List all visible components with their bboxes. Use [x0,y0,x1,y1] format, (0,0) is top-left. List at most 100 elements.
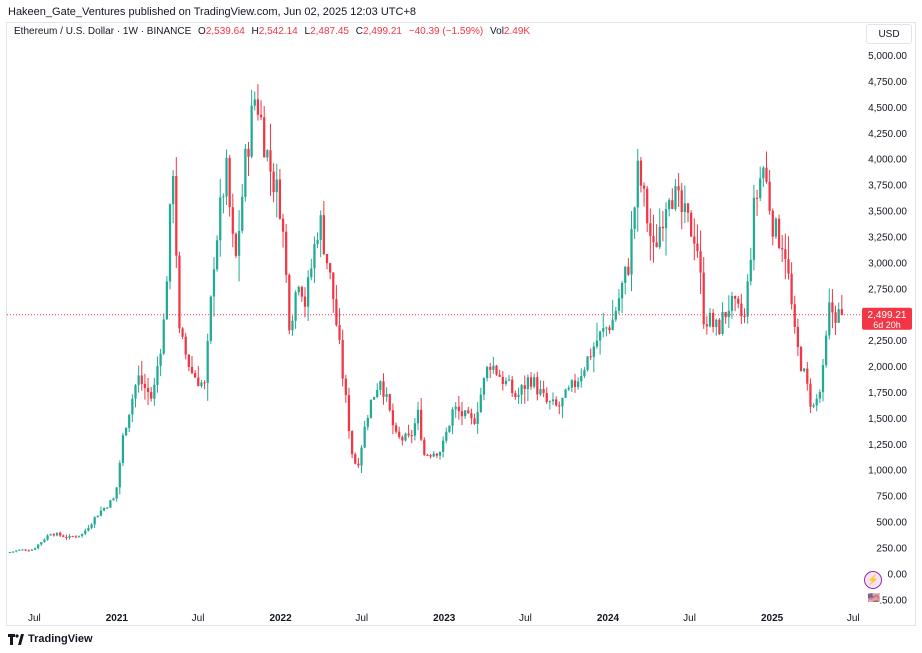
candle-body [379,381,382,390]
candle-body [363,426,366,448]
candle-body [630,229,633,275]
candle-body [303,296,307,307]
candle-body [680,190,683,213]
candle-body [407,433,410,436]
candle-body [222,196,225,198]
chart-frame[interactable] [6,22,916,626]
candle-body [319,215,322,240]
y-tick-label: 5,000.00 [868,51,907,62]
candle-countdown: 6d 20h [873,320,901,330]
candle-body [620,282,624,299]
volume-value: 2.49K [503,26,531,37]
candle-body [495,365,498,375]
candle-body [99,510,103,516]
candle-body [649,223,652,237]
candle-body [344,378,347,396]
us-flag-icon[interactable]: 🇺🇸 [866,590,882,606]
candle-body [369,399,373,418]
candle-body [533,377,536,387]
candle-body [498,374,501,377]
candle-body [328,263,332,273]
candle-body [598,331,602,341]
candle-body [438,451,442,456]
x-tick-label: Jul [683,613,696,624]
candle-body [33,548,37,550]
y-tick-label: 3,250.00 [868,232,907,243]
candle-body [162,319,165,354]
candle-body [749,259,752,282]
symbol-name[interactable]: Ethereum / U.S. Dollar · 1W · BINANCE [14,26,192,37]
candle-body [592,346,595,357]
candle-body [291,320,294,331]
candle-body [526,377,530,390]
candle-body [237,230,241,256]
candle-body [762,167,765,179]
candle-body [636,160,639,208]
candle-body [423,439,426,455]
candle-body [799,347,803,372]
footer-brand[interactable]: TradingView [8,633,93,645]
candle-body [740,303,743,317]
y-tick-label: 3,500.00 [868,207,907,218]
candle-body [385,394,388,397]
candle-body [231,207,234,234]
currency-button[interactable]: USD [866,24,912,44]
last-price-value: 2,499.21 [868,310,907,321]
candle-body [250,105,253,157]
candle-body [517,394,520,398]
candle-body [602,328,605,332]
candle-body [115,487,118,499]
candle-body [316,239,319,245]
x-tick-label: Jul [28,613,41,624]
candle-body [661,226,665,229]
y-tick-label: 1,000.00 [868,466,907,477]
candle-body [605,327,608,329]
candle-body [215,240,219,270]
last-price-tag [862,307,912,330]
candle-body [137,375,140,386]
candle-body [332,272,335,300]
candle-body [671,200,674,209]
candle-body [184,336,187,355]
candle-body [821,365,825,393]
y-tick-label: 2,750.00 [868,284,907,295]
candle-body [812,405,815,407]
candle-body [755,197,759,199]
candle-body [664,209,668,229]
candle-body [840,309,843,315]
candle-body [451,409,454,426]
lightning-icon[interactable]: ⚡ [864,571,882,589]
candle-body [514,393,517,398]
candle-body [595,340,599,347]
candle-body [702,272,705,325]
candle-body [724,311,727,318]
candle-body [96,515,99,518]
candle-body [658,226,661,248]
candle-body [43,539,46,543]
candle-body [442,440,445,452]
candle-body [159,353,162,366]
candle-body [168,204,172,282]
candle-body [212,269,216,297]
candle-body [570,380,573,388]
candle-body [106,507,109,509]
candle-body [325,254,329,264]
candle-body [611,319,614,331]
candle-body [646,188,649,224]
y-tick-label: 4,750.00 [868,77,907,88]
candle-body [564,389,567,398]
candle-body [809,383,812,407]
candle-body [652,236,655,243]
candle-body [463,410,467,417]
open-value: 2,539.64 [205,26,245,37]
candle-body [27,550,30,552]
candle-body [338,325,341,340]
candle-body [175,176,178,256]
candle-body [275,179,278,193]
candle-body [558,405,561,407]
candle-body [121,435,125,463]
candle-body [313,244,316,269]
candle-body [269,150,272,172]
candle-body [354,454,357,464]
